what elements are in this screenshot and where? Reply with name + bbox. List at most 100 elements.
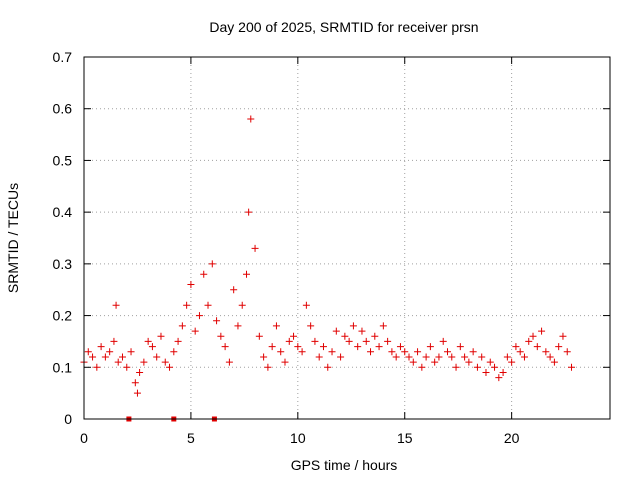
data-point bbox=[290, 332, 298, 340]
data-point bbox=[112, 301, 120, 309]
data-point bbox=[183, 301, 191, 309]
data-point bbox=[106, 348, 114, 356]
data-point bbox=[465, 358, 473, 366]
data-point bbox=[456, 343, 464, 351]
axis-ticks bbox=[83, 56, 610, 420]
data-point bbox=[448, 353, 456, 361]
data-point bbox=[452, 363, 460, 371]
data-point bbox=[217, 332, 225, 340]
data-point bbox=[144, 337, 152, 345]
data-point bbox=[204, 301, 212, 309]
data-point bbox=[512, 343, 520, 351]
data-point bbox=[225, 358, 233, 366]
data-point bbox=[443, 348, 451, 356]
data-point bbox=[123, 363, 131, 371]
data-point bbox=[367, 348, 375, 356]
y-tick-label: 0 bbox=[64, 411, 72, 427]
data-point bbox=[525, 337, 533, 345]
y-axis-label: SRMTID / TECUs bbox=[5, 183, 21, 293]
x-tick-label: 5 bbox=[187, 430, 195, 446]
x-tick-label: 20 bbox=[504, 430, 520, 446]
data-point bbox=[559, 332, 567, 340]
chart-title: Day 200 of 2025, SRMTID for receiver prs… bbox=[209, 19, 478, 35]
y-tick-label: 0.7 bbox=[53, 49, 73, 65]
data-point bbox=[234, 322, 242, 330]
data-point bbox=[319, 343, 327, 351]
y-tick-label: 0.6 bbox=[53, 101, 73, 117]
data-point bbox=[294, 343, 302, 351]
x-tick-label: 15 bbox=[397, 430, 413, 446]
data-point bbox=[533, 343, 541, 351]
data-point bbox=[405, 353, 413, 361]
data-point bbox=[221, 343, 229, 351]
data-point bbox=[243, 270, 251, 278]
data-point bbox=[302, 301, 310, 309]
data-point bbox=[431, 358, 439, 366]
data-point bbox=[461, 353, 469, 361]
data-point bbox=[503, 353, 511, 361]
x-tick-labels: 0 5 10 15 20 bbox=[80, 430, 520, 446]
data-point bbox=[127, 348, 135, 356]
grid bbox=[84, 57, 610, 419]
data-point bbox=[362, 337, 370, 345]
data-point bbox=[84, 348, 92, 356]
data-point bbox=[495, 374, 503, 382]
y-tick-label: 0.3 bbox=[53, 256, 73, 272]
data-point bbox=[371, 332, 379, 340]
data-point bbox=[238, 301, 246, 309]
data-point bbox=[118, 353, 126, 361]
data-point bbox=[311, 337, 319, 345]
data-point bbox=[161, 358, 169, 366]
data-point bbox=[332, 327, 340, 335]
data-point bbox=[358, 327, 366, 335]
data-point bbox=[542, 348, 550, 356]
data-point bbox=[392, 353, 400, 361]
data-point bbox=[409, 358, 417, 366]
y-tick-label: 0.2 bbox=[53, 308, 73, 324]
data-point bbox=[482, 368, 490, 376]
data-point bbox=[251, 244, 259, 252]
data-point bbox=[426, 343, 434, 351]
data-point bbox=[555, 343, 563, 351]
data-point bbox=[178, 322, 186, 330]
data-point bbox=[379, 322, 387, 330]
data-point bbox=[195, 312, 203, 320]
data-point bbox=[307, 322, 315, 330]
data-point bbox=[136, 368, 144, 376]
data-point bbox=[285, 337, 293, 345]
data-point bbox=[272, 322, 280, 330]
data-point bbox=[315, 353, 323, 361]
y-tick-label: 0.1 bbox=[53, 359, 73, 375]
data-point bbox=[110, 337, 118, 345]
data-point bbox=[422, 353, 430, 361]
data-point bbox=[418, 363, 426, 371]
data-point bbox=[341, 332, 349, 340]
data-point bbox=[298, 348, 306, 356]
data-point bbox=[435, 353, 443, 361]
data-point bbox=[375, 343, 383, 351]
data-point bbox=[384, 337, 392, 345]
data-point bbox=[324, 363, 332, 371]
data-point bbox=[486, 358, 494, 366]
data-point bbox=[153, 353, 161, 361]
y-tick-label: 0.5 bbox=[53, 152, 73, 168]
data-point bbox=[208, 260, 216, 268]
data-point bbox=[191, 327, 199, 335]
x-axis-label: GPS time / hours bbox=[291, 457, 398, 473]
data-point bbox=[516, 348, 524, 356]
data-point bbox=[170, 348, 178, 356]
data-point bbox=[520, 353, 528, 361]
data-point bbox=[245, 208, 253, 216]
data-point bbox=[131, 379, 139, 387]
data-point bbox=[354, 343, 362, 351]
data-point bbox=[93, 363, 101, 371]
data-point bbox=[187, 281, 195, 289]
data-point bbox=[345, 337, 353, 345]
y-tick-labels: 0 0.1 0.2 0.3 0.4 0.5 0.6 0.7 bbox=[53, 49, 73, 427]
plot-frame bbox=[83, 56, 611, 420]
data-point bbox=[349, 322, 357, 330]
data-point bbox=[473, 363, 481, 371]
data-point bbox=[538, 327, 546, 335]
data-point bbox=[133, 389, 141, 397]
